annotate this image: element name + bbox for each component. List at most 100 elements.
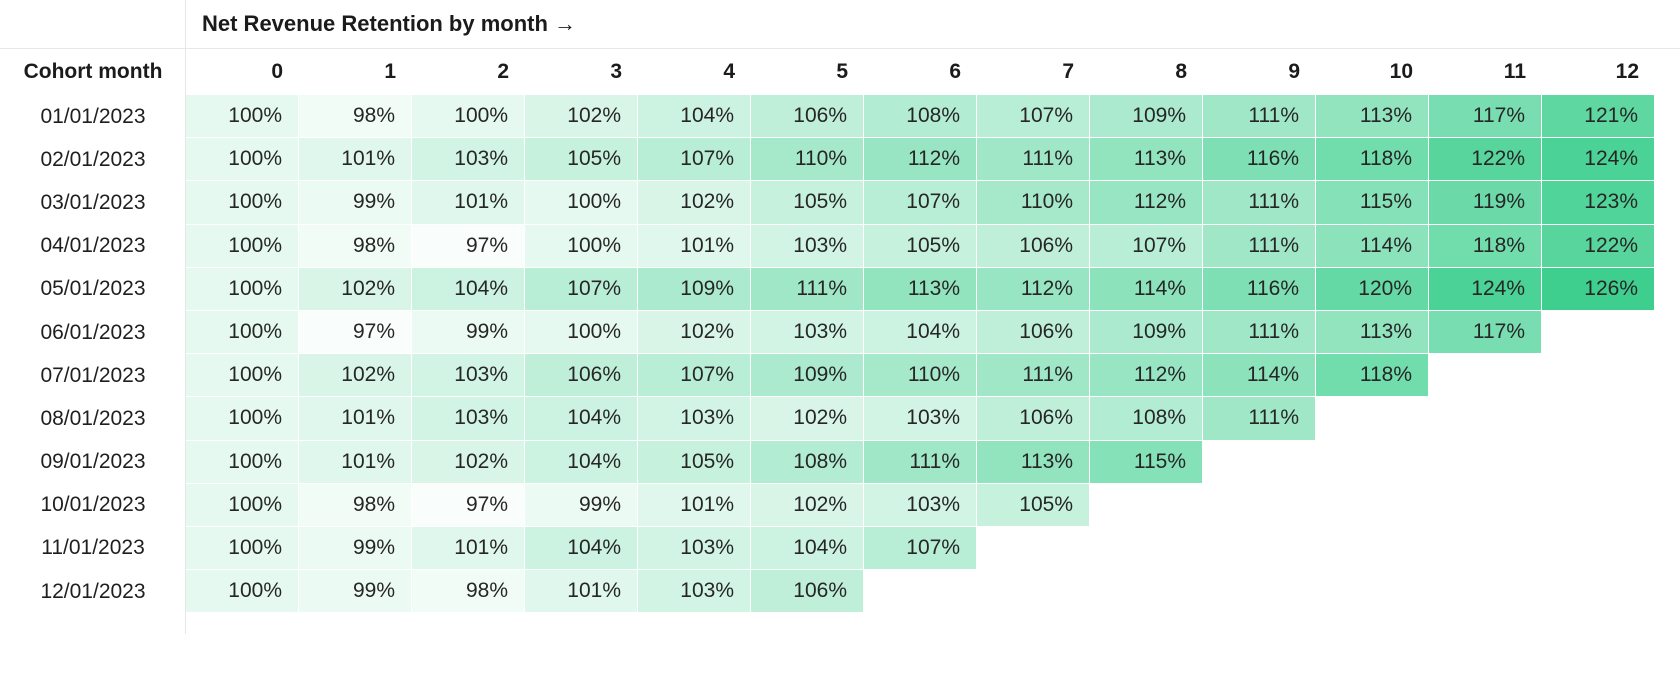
heatmap-cell: 98% [299,483,412,527]
heatmap-cell: 114% [1090,267,1203,311]
heatmap-cell: 110% [977,181,1090,225]
heatmap-cell: 103% [751,310,864,355]
heatmap-cell: 106% [977,224,1090,268]
heatmap-cell: 102% [638,181,751,225]
heatmap-cell: 126% [1542,267,1655,311]
heatmap-cell: 99% [299,526,412,571]
heatmap-cell: 106% [525,354,638,398]
month-column-header: 3 [610,60,622,83]
heatmap-cell: 117% [1429,95,1542,139]
month-column-header: 0 [271,60,283,83]
heatmap-cell: 107% [1090,224,1203,268]
label-column-divider [185,0,186,634]
cohort-row: 04/01/2023 100% 98% 97% 100% 101% 103% 105% 106%… [0,224,1680,268]
heatmap-cell: 102% [751,483,864,527]
cohort-date-label: 12/01/2023 [40,579,146,603]
heatmap-cell: 124% [1542,138,1655,182]
heatmap-cell: 103% [751,224,864,268]
month-column-header: 9 [1288,60,1300,83]
heatmap-cell: 99% [299,181,412,225]
cohort-row: 01/01/2023 100% 98% 100% 102% 104% 106% 108% 107… [0,95,1680,139]
heatmap-cell: 100% [186,397,299,441]
heatmap-cell: 111% [1203,224,1316,268]
heatmap-cell: 118% [1316,138,1429,182]
heatmap-cell: 104% [525,440,638,484]
heatmap-cell: 113% [977,440,1090,484]
month-column-header: 5 [836,60,848,83]
heatmap-cell: 102% [412,440,525,484]
heatmap-cell: 106% [751,570,864,614]
heatmap-cell: 101% [299,440,412,484]
month-column-header: 12 [1615,60,1639,83]
heatmap-cell: 112% [1090,354,1203,398]
heatmap-cell: 111% [864,440,977,484]
heatmap-cell: 108% [751,440,864,484]
heatmap-cell: 107% [864,181,977,225]
heatmap-cell: 104% [864,310,977,355]
heatmap-cell: 104% [525,526,638,571]
heatmap-cell: 109% [638,267,751,311]
heatmap-cell: 102% [299,267,412,311]
heatmap-cell: 107% [864,526,977,571]
heatmap-cell: 99% [525,483,638,527]
heatmap-cell: 119% [1429,181,1542,225]
heatmap-cell: 106% [977,310,1090,355]
heatmap-cell: 99% [299,570,412,614]
title-row: Net Revenue Retention by month → [0,0,1680,48]
heatmap-cell: 100% [186,440,299,484]
heatmap-cell: 101% [638,224,751,268]
heatmap-cell: 101% [412,181,525,225]
heatmap-cell: 117% [1429,310,1542,355]
heatmap-cell: 104% [638,95,751,139]
heatmap-cell: 100% [412,95,525,139]
heatmap-cell: 121% [1542,95,1655,139]
heatmap-cell: 102% [525,95,638,139]
month-column-header: 2 [497,60,509,83]
heatmap-cell: 116% [1203,138,1316,182]
heatmap-cell: 98% [299,224,412,268]
heatmap-cell: 103% [638,526,751,571]
heatmap-cell: 107% [525,267,638,311]
heatmap-cell: 104% [525,397,638,441]
heatmap-cell: 103% [864,483,977,527]
heatmap-cell: 114% [1203,354,1316,398]
cohort-date-label: 06/01/2023 [40,320,146,344]
month-header-row: Cohort month 0 1 2 3 4 5 6 7 8 9 10 11 12 [0,49,1680,95]
heatmap-cell: 105% [525,138,638,182]
heatmap-cell: 97% [412,224,525,268]
heatmap-cell: 109% [751,354,864,398]
heatmap-cell: 109% [1090,95,1203,139]
heatmap-cell: 105% [638,440,751,484]
heatmap-cell: 106% [977,397,1090,441]
heatmap-cell: 110% [864,354,977,398]
heatmap-cell: 104% [412,267,525,311]
heatmap-cell: 100% [186,181,299,225]
heatmap-cell: 113% [864,267,977,311]
heatmap-cell: 113% [1316,95,1429,139]
heatmap-cell: 100% [525,310,638,355]
month-column-header: 8 [1175,60,1187,83]
heatmap-cell: 110% [751,138,864,182]
heatmap-cell: 99% [412,310,525,355]
heatmap-cell: 122% [1542,224,1655,268]
heatmap-cell: 112% [1090,181,1203,225]
heatmap-cell: 102% [299,354,412,398]
heatmap-cell: 101% [638,483,751,527]
heatmap-cell: 124% [1429,267,1542,311]
heatmap-cell: 122% [1429,138,1542,182]
heatmap-cell: 107% [638,138,751,182]
row-label-header: Cohort month [23,60,163,83]
cohort-row: 07/01/2023 100% 102% 103% 106% 107% 109% 110% 11… [0,354,1680,398]
heatmap-cell: 103% [638,570,751,614]
cohort-date-label: 02/01/2023 [40,147,146,171]
heatmap-cell: 105% [751,181,864,225]
cohort-row: 02/01/2023 100% 101% 103% 105% 107% 110% 112% 11… [0,138,1680,182]
month-column-header: 6 [949,60,961,83]
cohort-row: 09/01/2023 100% 101% 102% 104% 105% 108% 111% 11… [0,440,1680,484]
heatmap-cell: 98% [412,570,525,614]
month-column-header: 7 [1062,60,1074,83]
heatmap-cell: 100% [525,181,638,225]
cohort-row: 05/01/2023 100% 102% 104% 107% 109% 111% 113% 11… [0,267,1680,311]
heatmap-cell: 111% [1203,95,1316,139]
cohort-date-label: 09/01/2023 [40,450,146,474]
